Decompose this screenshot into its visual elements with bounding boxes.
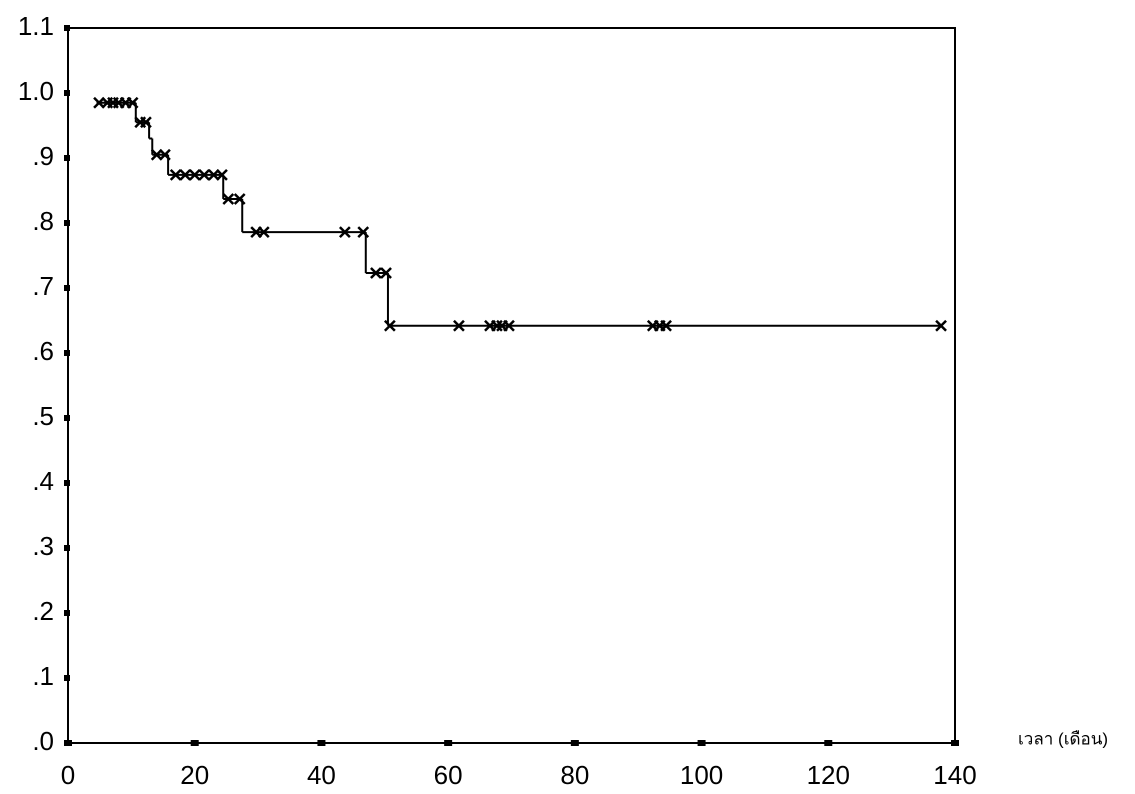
censor-mark [222,193,235,205]
censor-mark [453,319,465,332]
y-tick-label: .7 [32,271,54,301]
y-tick-label: .8 [32,206,54,236]
x-tick-label: 120 [807,760,850,790]
censor-mark [179,169,192,181]
censor-mark [159,148,171,161]
censor-mark [935,319,947,332]
censor-mark [198,169,211,181]
censor-mark [233,193,246,205]
censor-mark [257,226,270,238]
x-axis-title: เวลา (เดือน) [1018,729,1108,748]
y-tick-label: .2 [32,596,54,626]
censor-mark [380,267,392,279]
x-tick-mark [824,740,833,746]
x-tick-mark [697,740,706,746]
censor-mark [660,319,672,332]
y-tick-mark [64,350,70,356]
y-tick-mark [64,415,70,421]
x-tick-label: 140 [933,760,976,790]
x-tick-label: 0 [61,760,75,790]
y-tick-mark [64,155,70,161]
y-tick-mark [64,545,70,551]
censor-mark [383,319,396,332]
y-tick-label: .1 [32,661,54,691]
censor-mark [126,96,139,109]
censor-mark [503,319,515,332]
x-tick-mark [317,740,326,746]
y-tick-label: .0 [32,726,54,756]
x-tick-label: 80 [560,760,589,790]
censor-mark [370,267,382,279]
censor-mark [169,169,182,181]
plot-frame [67,27,956,744]
censor-mark [338,226,351,238]
y-tick-mark [64,220,70,226]
x-tick-mark [64,740,72,746]
x-tick-mark [951,740,959,746]
y-tick-label: .6 [32,336,54,366]
y-tick-mark [64,90,70,96]
y-tick-mark [64,285,70,291]
censor-mark [357,226,370,238]
y-tick-label: .4 [32,466,54,496]
censor-mark [188,169,201,181]
y-tick-mark [64,480,70,486]
y-tick-label: .5 [32,401,54,431]
x-tick-mark [570,740,579,746]
y-tick-label: .9 [32,141,54,171]
x-tick-label: 60 [434,760,463,790]
x-tick-label: 100 [680,760,723,790]
y-tick-label: 1.1 [18,11,54,41]
x-tick-mark [444,740,453,746]
x-tick-mark [190,740,199,746]
censor-mark [140,116,152,129]
y-tick-label: 1.0 [18,76,54,106]
y-tick-mark [64,610,70,616]
y-tick-mark [64,25,70,31]
y-tick-mark [64,675,70,681]
x-tick-label: 20 [180,760,209,790]
x-tick-label: 40 [307,760,336,790]
censor-mark [216,169,228,181]
y-tick-label: .3 [32,531,54,561]
